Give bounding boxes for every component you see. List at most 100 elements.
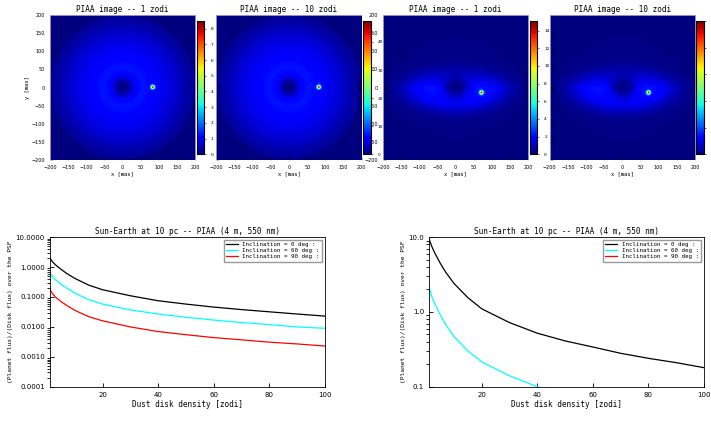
Line: Inclination = 0 deg :: Inclination = 0 deg :: [50, 258, 325, 316]
Inclination = 90 deg :: [51, 295, 60, 300]
Inclination = 0 deg :: [506, 320, 514, 325]
Inclination = 60 deg :: [616, 402, 625, 408]
Inclination = 60 deg :: [430, 301, 439, 306]
Inclination = 0 deg :: [209, 305, 218, 310]
Inclination = 90 deg :: [46, 287, 54, 292]
Legend: Inclination = 0 deg :, Inclination = 60 deg :, Inclination = 90 deg :: Inclination = 0 deg :, Inclination = 60 …: [603, 240, 701, 262]
Inclination = 0 deg :: [62, 271, 70, 276]
Inclination = 60 deg :: [154, 312, 162, 317]
Title: PIAA image -- 1 zodi: PIAA image -- 1 zodi: [410, 5, 502, 14]
Inclination = 60 deg :: [46, 270, 54, 275]
Inclination = 0 deg :: [264, 309, 273, 314]
X-axis label: Dust disk density [zodi]: Dust disk density [zodi]: [511, 400, 622, 409]
Inclination = 90 deg :: [427, 409, 436, 414]
Inclination = 90 deg :: [321, 343, 329, 348]
Inclination = 0 deg :: [85, 283, 93, 288]
Inclination = 90 deg :: [48, 291, 57, 296]
Inclination = 0 deg :: [427, 244, 436, 249]
Inclination = 60 deg :: [427, 294, 436, 299]
Inclination = 90 deg :: [181, 332, 190, 337]
Y-axis label: (Planet flux)/(Disk flux) over the PSF: (Planet flux)/(Disk flux) over the PSF: [401, 241, 406, 383]
Inclination = 60 deg :: [62, 286, 70, 291]
Inclination = 60 deg :: [264, 322, 273, 327]
Inclination = 60 deg :: [424, 284, 433, 289]
Inclination = 0 deg :: [154, 298, 162, 303]
Inclination = 0 deg :: [700, 365, 708, 370]
Inclination = 0 deg :: [126, 293, 134, 298]
Inclination = 0 deg :: [478, 306, 486, 312]
Title: Sun-Earth at 10 pc -- PIAA (4 m, 550 nm): Sun-Earth at 10 pc -- PIAA (4 m, 550 nm): [95, 227, 279, 236]
Line: Inclination = 60 deg :: Inclination = 60 deg :: [50, 273, 325, 328]
Title: Sun-Earth at 10 pc -- PIAA (4 m, 550 nm): Sun-Earth at 10 pc -- PIAA (4 m, 550 nm): [474, 227, 659, 236]
Inclination = 0 deg :: [672, 360, 680, 365]
Title: PIAA image -- 1 zodi: PIAA image -- 1 zodi: [76, 5, 169, 14]
X-axis label: x [mas]: x [mas]: [444, 171, 467, 176]
Inclination = 90 deg :: [62, 303, 70, 308]
Inclination = 60 deg :: [48, 274, 57, 279]
Inclination = 0 deg :: [644, 356, 653, 361]
Y-axis label: (Planet flux)/(Disk flux) over the PSF: (Planet flux)/(Disk flux) over the PSF: [8, 241, 13, 383]
Line: Inclination = 90 deg :: Inclination = 90 deg :: [50, 289, 325, 346]
Inclination = 60 deg :: [450, 334, 459, 339]
Inclination = 0 deg :: [424, 236, 433, 241]
Inclination = 90 deg :: [237, 337, 245, 343]
Inclination = 60 deg :: [85, 297, 93, 302]
Inclination = 0 deg :: [46, 255, 54, 261]
Inclination = 90 deg :: [70, 308, 79, 313]
Inclination = 90 deg :: [98, 318, 107, 323]
Inclination = 0 deg :: [70, 276, 79, 281]
Inclination = 60 deg :: [506, 373, 514, 378]
Inclination = 90 deg :: [209, 335, 218, 340]
Inclination = 0 deg :: [464, 295, 472, 300]
Inclination = 0 deg :: [51, 262, 60, 267]
X-axis label: x [mas]: x [mas]: [611, 171, 634, 176]
Inclination = 60 deg :: [237, 320, 245, 325]
Inclination = 60 deg :: [644, 407, 653, 412]
Inclination = 0 deg :: [293, 312, 301, 317]
Y-axis label: (e/s): (e/s): [217, 81, 220, 94]
Inclination = 60 deg :: [442, 322, 450, 327]
Inclination = 90 deg :: [264, 340, 273, 345]
Y-axis label: y [mas]: y [mas]: [358, 76, 363, 99]
Inclination = 0 deg :: [98, 287, 107, 292]
Inclination = 90 deg :: [430, 416, 439, 422]
Inclination = 0 deg :: [321, 314, 329, 319]
Inclination = 60 deg :: [533, 384, 542, 389]
Y-axis label: (e/s): (e/s): [386, 81, 390, 94]
Inclination = 0 deg :: [181, 301, 190, 306]
Inclination = 60 deg :: [209, 317, 218, 323]
Line: Inclination = 0 deg :: Inclination = 0 deg :: [429, 239, 704, 368]
Inclination = 90 deg :: [154, 329, 162, 334]
Inclination = 90 deg :: [424, 400, 433, 405]
Inclination = 60 deg :: [672, 411, 680, 416]
Inclination = 0 deg :: [616, 351, 625, 356]
Inclination = 0 deg :: [48, 259, 57, 264]
Inclination = 0 deg :: [237, 307, 245, 312]
Inclination = 90 deg :: [85, 314, 93, 319]
Inclination = 60 deg :: [51, 277, 60, 282]
Inclination = 0 deg :: [436, 261, 444, 266]
Inclination = 0 deg :: [589, 344, 597, 349]
Inclination = 0 deg :: [450, 281, 459, 286]
Inclination = 60 deg :: [57, 281, 65, 286]
Y-axis label: (e/s): (e/s): [552, 81, 557, 94]
Line: Inclination = 60 deg :: Inclination = 60 deg :: [429, 286, 704, 417]
Inclination = 0 deg :: [442, 269, 450, 275]
Title: PIAA image -- 10 zodi: PIAA image -- 10 zodi: [574, 5, 671, 14]
Inclination = 60 deg :: [70, 291, 79, 296]
Inclination = 60 deg :: [321, 326, 329, 331]
Line: Inclination = 90 deg :: Inclination = 90 deg :: [429, 402, 704, 425]
Inclination = 0 deg :: [57, 266, 65, 272]
Inclination = 60 deg :: [293, 324, 301, 329]
Y-axis label: y [mas]: y [mas]: [25, 76, 30, 99]
Inclination = 60 deg :: [700, 415, 708, 420]
Title: PIAA image -- 10 zodi: PIAA image -- 10 zodi: [240, 5, 338, 14]
Inclination = 60 deg :: [98, 301, 107, 306]
Inclination = 90 deg :: [126, 324, 134, 329]
Inclination = 60 deg :: [464, 348, 472, 354]
X-axis label: x [mas]: x [mas]: [278, 171, 301, 176]
X-axis label: x [mas]: x [mas]: [111, 171, 134, 176]
Inclination = 60 deg :: [561, 391, 570, 396]
Inclination = 90 deg :: [57, 299, 65, 304]
Inclination = 60 deg :: [436, 312, 444, 317]
